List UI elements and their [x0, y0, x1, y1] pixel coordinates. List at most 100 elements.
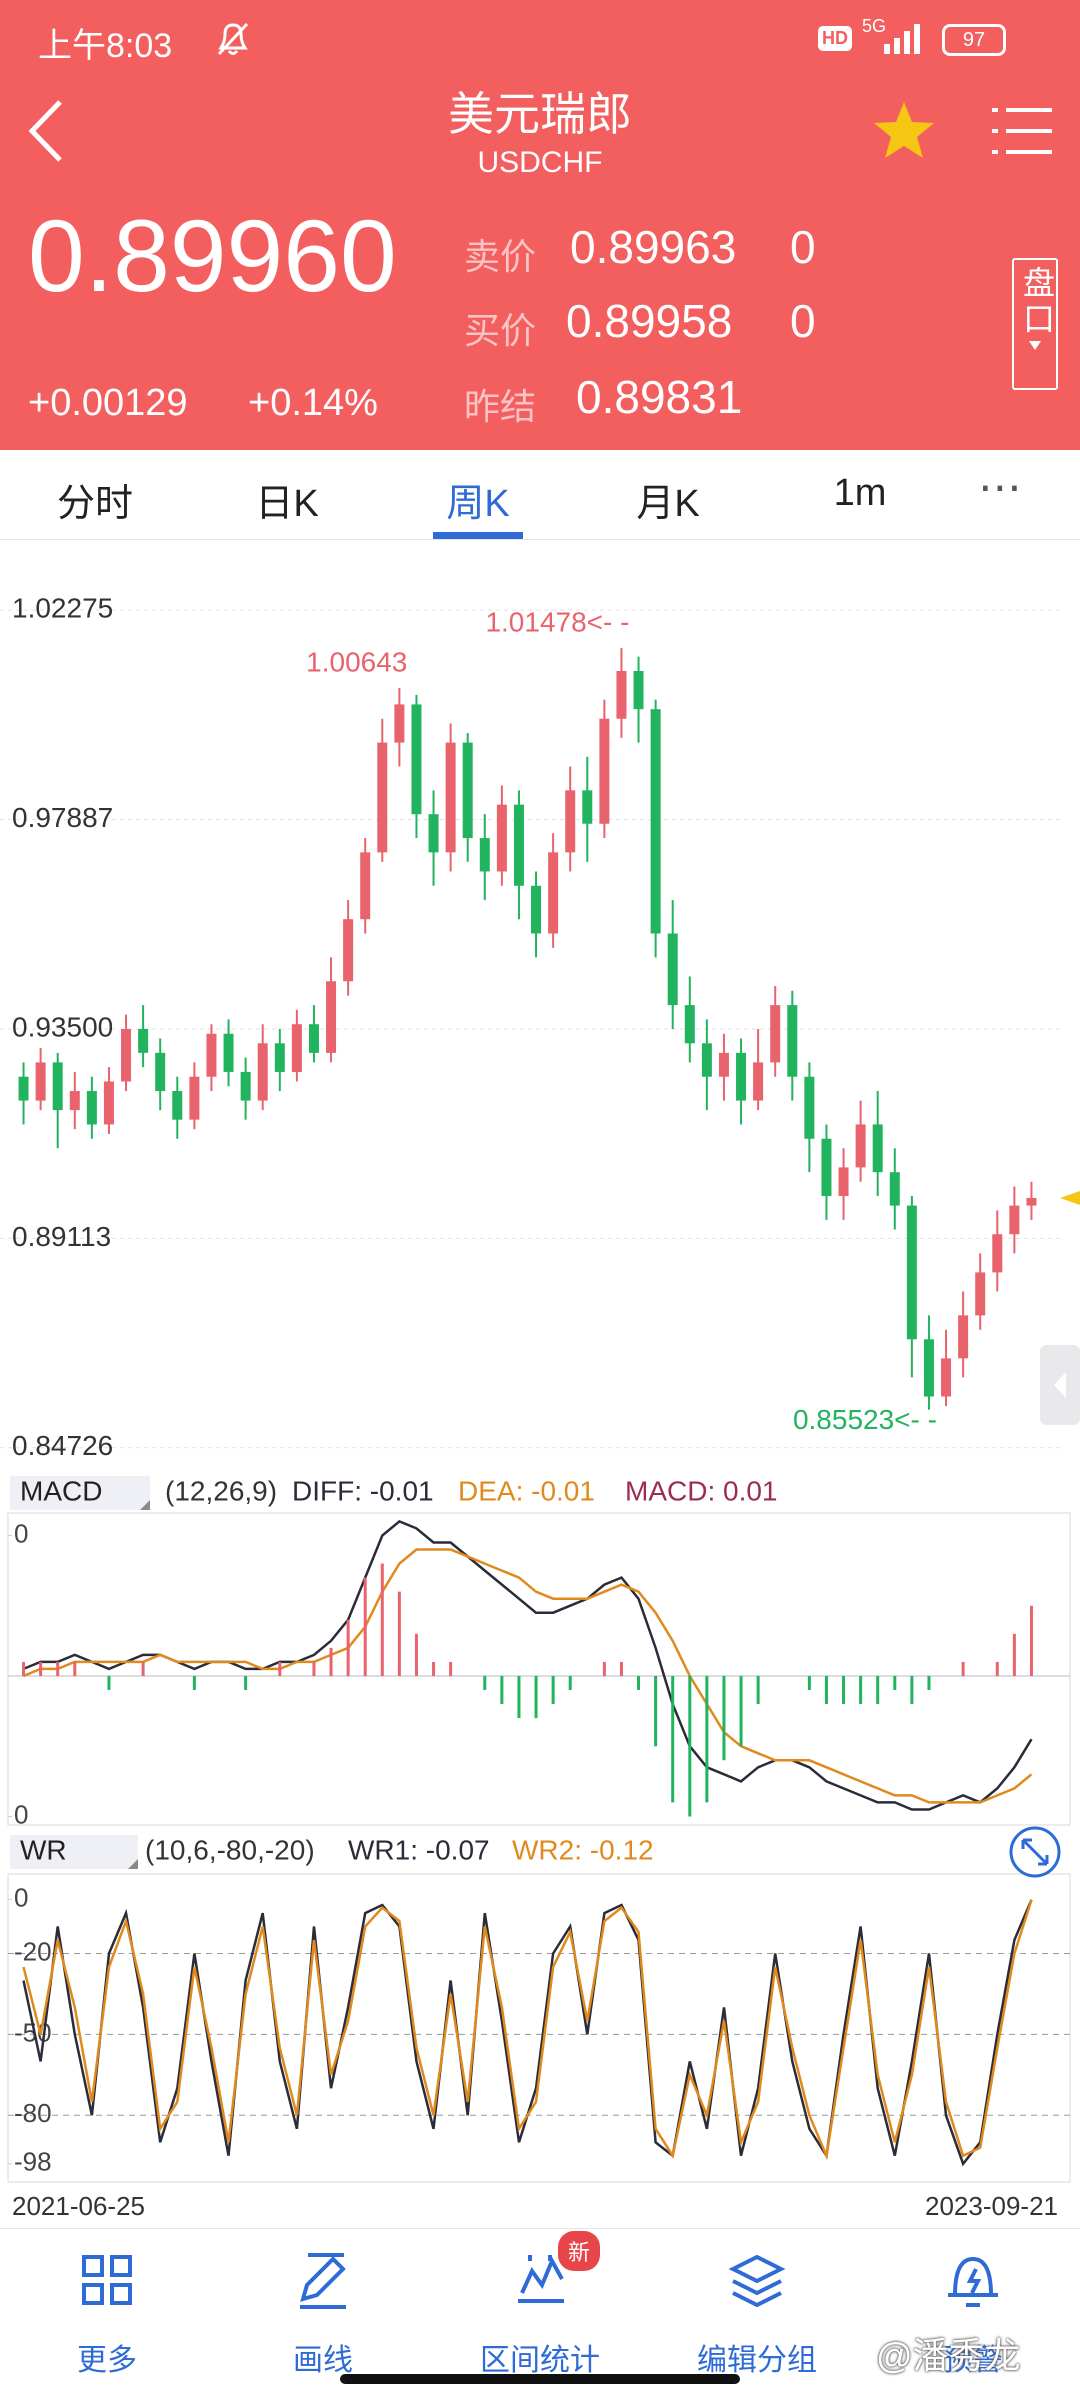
candle-body [923, 1339, 934, 1397]
legend-entry: DIFF: -0.01 [292, 1475, 434, 1506]
candle-body [103, 1081, 114, 1125]
candle-body [428, 814, 439, 853]
candle-body [223, 1033, 234, 1072]
candle-body [548, 852, 559, 934]
candle-body [513, 804, 524, 886]
order-book-label: 盘口 [1019, 266, 1055, 338]
candle-body [172, 1091, 183, 1120]
candle-body [411, 704, 422, 815]
candle-body [496, 804, 507, 872]
candle-body [240, 1071, 251, 1101]
candle-body [206, 1033, 217, 1077]
period-tab[interactable]: 1m [833, 472, 887, 514]
bottom-nav: 新 更多 画线 区间统计 编辑分组 预警 @潘秀龙 [0, 2228, 1080, 2400]
candle-body [855, 1124, 866, 1168]
status-time: 上午8:03 [38, 27, 173, 65]
candle-body [274, 1043, 285, 1072]
candle-body [138, 1028, 149, 1053]
menu-button[interactable] [990, 104, 1054, 158]
candle-body [736, 1052, 747, 1101]
indicator-name: MACD [20, 1475, 102, 1506]
legend-entry: WR2: -0.12 [512, 1834, 654, 1865]
watermark: @潘秀龙 [876, 2335, 1021, 2376]
indicator-params: (10,6,-80,-20) [145, 1834, 315, 1865]
candle-body [872, 1124, 883, 1173]
y-tick-label: 0 [14, 1882, 28, 1912]
candle-body [121, 1028, 132, 1082]
order-book-arrow [1029, 341, 1041, 350]
candle-body [941, 1358, 952, 1397]
candle-body [582, 790, 593, 824]
indicator-line [23, 1548, 1033, 1804]
change-pct: +0.14% [248, 382, 378, 424]
tab-underline [433, 532, 523, 539]
candle-body [343, 919, 354, 982]
y-tick-label: 0.89113 [12, 1221, 111, 1252]
signal-icon [884, 24, 920, 54]
nav-item[interactable]: 更多 [77, 2344, 137, 2377]
price-annotation: 1.01478<- - [485, 607, 629, 638]
more-tabs[interactable]: ⋯ [978, 463, 1022, 512]
candle-body [838, 1167, 849, 1197]
battery: 97 [942, 24, 1006, 56]
candle-body [565, 790, 576, 853]
quote-value: 0.89831 [576, 371, 743, 423]
nav-item[interactable]: 画线 [293, 2344, 353, 2377]
period-tab[interactable]: 周K [446, 483, 510, 525]
quote-volume: 0 [790, 221, 816, 273]
candle-body [531, 885, 542, 934]
candle-body [257, 1043, 268, 1101]
network: 5G [862, 16, 887, 36]
y-tick-label: -80 [14, 2098, 52, 2128]
candle-body [308, 1024, 319, 1053]
candle-body [804, 1076, 815, 1139]
quote-label: 昨结 [464, 386, 537, 427]
period-tab[interactable]: 日K [255, 483, 319, 525]
hd-badge: HD [818, 26, 852, 51]
quote-label: 卖价 [464, 236, 537, 277]
macd-tag[interactable] [10, 1476, 150, 1510]
candle-body [633, 670, 644, 710]
candle-body [377, 742, 388, 853]
header: 上午8:03 HD 5G 97 美元瑞郎 USDCHF 0.89960 +0.0… [0, 0, 1080, 450]
indicator-line [22, 1899, 1033, 2161]
wr-tag[interactable] [10, 1835, 138, 1869]
candle-body [445, 742, 456, 853]
candle-body [616, 670, 627, 719]
expand-button[interactable] [1009, 1826, 1061, 1878]
nav-item[interactable]: 预警 [943, 2344, 1003, 2377]
candle-body [889, 1172, 900, 1206]
last-price-marker [1060, 1190, 1080, 1205]
legend-entry: DEA: -0.01 [458, 1475, 595, 1506]
y-tick-label: 0 [14, 1799, 28, 1829]
y-tick-label: 0.97887 [12, 802, 113, 833]
period-tab[interactable]: 月K [636, 483, 700, 525]
order-book-button[interactable]: 盘口 [1012, 258, 1058, 390]
period-tabs: 分时 日K 周K 月K 1m ⋯ [0, 450, 1080, 540]
tag-corner [140, 1500, 150, 1510]
x-tick-label: 2023-09-21 [925, 2191, 1058, 2221]
drawer-arrow [1054, 1372, 1066, 1398]
wr-frame [7, 1873, 1071, 2183]
new-badge: 新 [558, 2231, 601, 2271]
candle-body [326, 981, 337, 1053]
macd-frame [7, 1512, 1071, 1826]
candle-body [718, 1052, 729, 1077]
legend-entry: WR1: -0.07 [348, 1834, 490, 1865]
x-tick-label: 2021-06-25 [12, 2191, 145, 2221]
y-tick-label: -98 [14, 2147, 52, 2177]
nav-item[interactable]: 区间统计 [480, 2344, 600, 2377]
period-tab[interactable]: 分时 [56, 483, 134, 525]
candle-body [684, 1005, 695, 1044]
nav-item[interactable]: 编辑分组 [697, 2344, 817, 2377]
y-tick-label: -20 [14, 1936, 52, 1966]
indicator-line [22, 1899, 1033, 2167]
candle-body [189, 1076, 200, 1120]
candle-body [975, 1272, 986, 1316]
candle-body [701, 1043, 712, 1077]
candle-body [52, 1062, 63, 1111]
candle-body [35, 1062, 46, 1101]
back-button[interactable] [22, 98, 72, 164]
favorite-star[interactable] [872, 100, 936, 160]
